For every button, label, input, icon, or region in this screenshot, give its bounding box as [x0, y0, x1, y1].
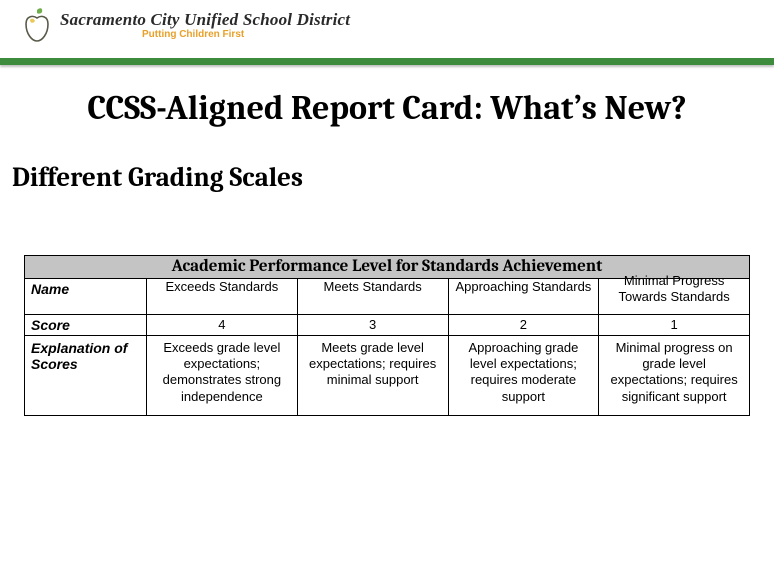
- col-score-3: 1: [599, 314, 750, 335]
- table-row-name: Name Exceeds Standards Meets Standards A…: [25, 279, 750, 315]
- header-divider-bar: [0, 58, 774, 65]
- page-title: CCSS-Aligned Report Card: What’s New?: [0, 88, 774, 128]
- header: Sacramento City Unified School District …: [0, 0, 774, 70]
- grading-table: Academic Performance Level for Standards…: [24, 255, 750, 416]
- district-logo-block: Sacramento City Unified School District …: [18, 6, 774, 44]
- table-row-score: Score 4 3 2 1: [25, 314, 750, 335]
- district-text: Sacramento City Unified School District …: [60, 10, 350, 40]
- row-label-explanation: Explanation of Scores: [25, 335, 147, 415]
- col-expl-1: Meets grade level expectations; requires…: [297, 335, 448, 415]
- district-tagline: Putting Children First: [142, 29, 350, 40]
- col-name-2: Approaching Standards: [448, 279, 599, 315]
- table-row-explanation: Explanation of Scores Exceeds grade leve…: [25, 335, 750, 415]
- col-expl-3: Minimal progress on grade level expectat…: [599, 335, 750, 415]
- col-name-3: Minimal Progress Towards Standards: [599, 279, 750, 315]
- apple-logo-icon: [18, 6, 56, 44]
- col-score-0: 4: [147, 314, 298, 335]
- row-label-score: Score: [25, 314, 147, 335]
- col-expl-2: Approaching grade level expectations; re…: [448, 335, 599, 415]
- row-label-name: Name: [25, 279, 147, 315]
- page-subtitle: Different Grading Scales: [12, 162, 774, 193]
- col-score-2: 2: [448, 314, 599, 335]
- district-name: Sacramento City Unified School District: [60, 10, 350, 30]
- col-name-1: Meets Standards: [297, 279, 448, 315]
- col-expl-0: Exceeds grade level expectations; demons…: [147, 335, 298, 415]
- col-score-1: 3: [297, 314, 448, 335]
- grading-table-wrap: Academic Performance Level for Standards…: [24, 255, 750, 416]
- col-name-0: Exceeds Standards: [147, 279, 298, 315]
